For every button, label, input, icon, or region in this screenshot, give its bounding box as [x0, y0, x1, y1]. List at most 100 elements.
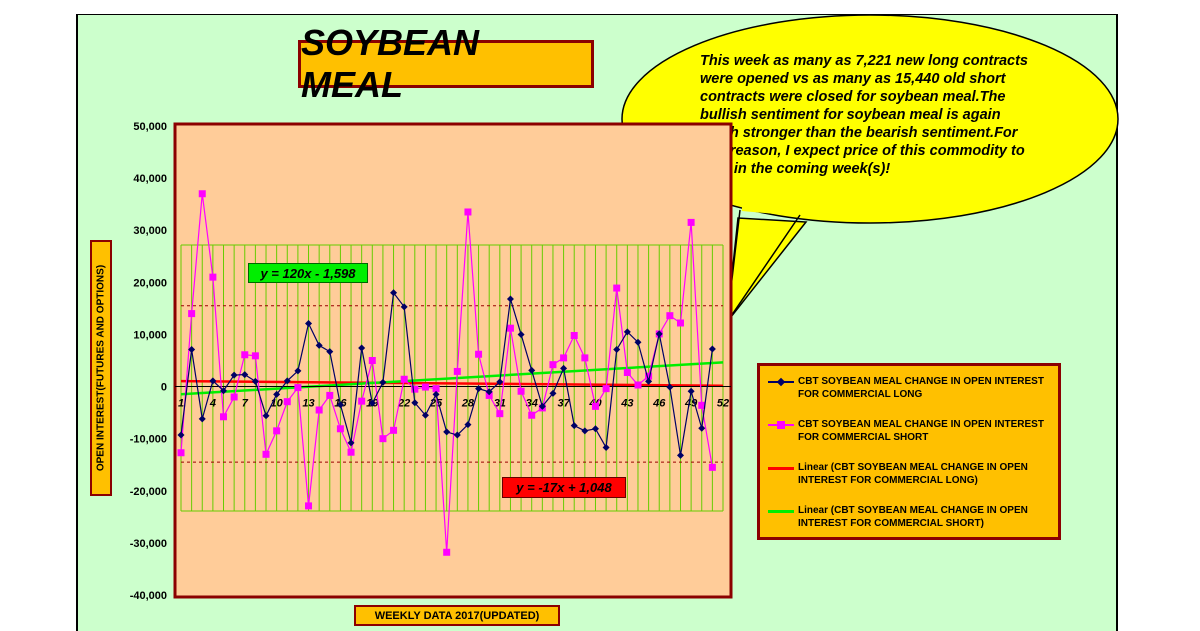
commentary-text: This week as many as 7,221 new long cont…: [700, 53, 1028, 177]
y-tick-label: -40,000: [130, 590, 167, 602]
short-series-point: [368, 357, 376, 364]
long-series-point: [315, 341, 323, 349]
long-series-point: [453, 431, 461, 439]
x-tick-label: 49: [684, 398, 698, 410]
x-tick-label: 7: [242, 398, 249, 410]
short-series-point: [549, 361, 557, 369]
x-tick-label: 1: [178, 398, 184, 410]
plot-area: [173, 122, 733, 599]
short-series-point: [390, 426, 398, 434]
long-series-point: [517, 330, 525, 338]
short-series-point: [198, 190, 206, 198]
long-series-point: [326, 348, 334, 356]
long-series-point: [432, 390, 440, 398]
long-series-point: [443, 428, 451, 436]
long-series-point: [528, 366, 536, 374]
short-series-point: [273, 427, 281, 435]
short-series-point: [591, 402, 599, 410]
long-series-point: [305, 320, 313, 328]
short-series-point: [251, 352, 259, 360]
short-series-point: [698, 401, 706, 409]
x-axis-label: WEEKLY DATA 2017(UPDATED): [354, 605, 560, 626]
y-axis-label: OPEN INTEREST(FUTURES AND OPTIONS): [95, 264, 107, 472]
short-series-point: [464, 208, 472, 216]
short-series-point: [230, 393, 238, 401]
short-series-point: [283, 398, 291, 406]
long-trend-equation: y = -17x + 1,048: [502, 477, 626, 498]
long-series-point: [496, 378, 504, 386]
short-series-point: [358, 397, 366, 405]
legend-item-long-trend: Linear (CBT SOYBEAN MEAL CHANGE IN OPEN …: [760, 461, 1060, 495]
short-series-point: [411, 385, 419, 393]
y-tick-label: 40,000: [133, 173, 167, 185]
long-series-point: [602, 444, 610, 452]
x-tick-label: 46: [652, 398, 666, 410]
long-series-point: [591, 425, 599, 433]
long-series-point: [336, 401, 344, 409]
short-series-point: [220, 413, 228, 421]
long-series-point: [655, 330, 663, 338]
long-series-point: [613, 346, 621, 354]
short-series-point: [315, 406, 323, 414]
legend-line-short-trend: [768, 510, 794, 513]
long-series-point: [188, 346, 196, 354]
y-tick-label: -20,000: [130, 486, 167, 498]
long-series-point: [570, 422, 578, 430]
short-series-point: [177, 449, 185, 457]
x-tick-label: 37: [557, 398, 570, 410]
short-series-point: [294, 384, 302, 392]
long-series-point: [634, 338, 642, 346]
long-series-point: [379, 378, 387, 386]
legend-item-short-trend: Linear (CBT SOYBEAN MEAL CHANGE IN OPEN …: [760, 504, 1060, 538]
short-series-point: [262, 450, 270, 458]
long-series-point: [411, 399, 419, 407]
short-series-point: [326, 391, 334, 399]
short-series-point: [475, 350, 483, 358]
long-series-point: [294, 367, 302, 375]
long-series-point: [230, 371, 238, 379]
y-tick-label: 50,000: [133, 121, 167, 133]
short-series-point: [241, 351, 249, 359]
short-series-point: [432, 385, 440, 393]
short-series-point: [602, 385, 610, 393]
long-trend-line: [180, 379, 724, 387]
long-series-point: [538, 402, 546, 410]
short-series-point: [517, 387, 525, 395]
long-series-point: [177, 431, 185, 439]
short-series-point: [453, 367, 461, 375]
short-series-point: [613, 284, 621, 292]
y-tick-label: 10,000: [133, 329, 167, 341]
short-series-point: [687, 218, 695, 226]
short-series-point: [485, 391, 493, 399]
long-series-point: [347, 439, 355, 447]
short-series-point: [443, 548, 451, 556]
long-series-point: [198, 415, 206, 423]
short-series-point: [676, 319, 684, 327]
y-axis-ticks: 50,000 40,000 30,000 20,000 10,000 0 -10,000 -2…: [130, 121, 167, 602]
long-series-point: [666, 383, 674, 391]
short-series-point: [209, 273, 217, 281]
long-series-point: [485, 388, 493, 396]
short-series-point: [708, 463, 716, 471]
long-series-point: [676, 451, 684, 459]
short-series-point: [347, 448, 355, 456]
long-series-point: [475, 385, 483, 393]
x-tick-label: 34: [526, 398, 538, 410]
short-trend-line: [180, 361, 724, 396]
long-series-point: [390, 289, 398, 297]
y-tick-label: -10,000: [130, 434, 167, 446]
short-series-point: [336, 425, 344, 433]
short-series-point: [400, 375, 408, 383]
x-tick-label: 43: [620, 398, 633, 410]
short-series-point: [560, 354, 568, 362]
short-series-point: [188, 310, 196, 318]
long-series-point: [262, 412, 270, 420]
short-series-point: [645, 372, 653, 380]
x-tick-label: 22: [397, 398, 410, 410]
x-tick-label: 13: [302, 398, 314, 410]
grid: [180, 244, 724, 512]
legend-item-short: CBT SOYBEAN MEAL CHANGE IN OPEN INTEREST…: [760, 418, 1060, 452]
short-series-point: [421, 383, 429, 391]
